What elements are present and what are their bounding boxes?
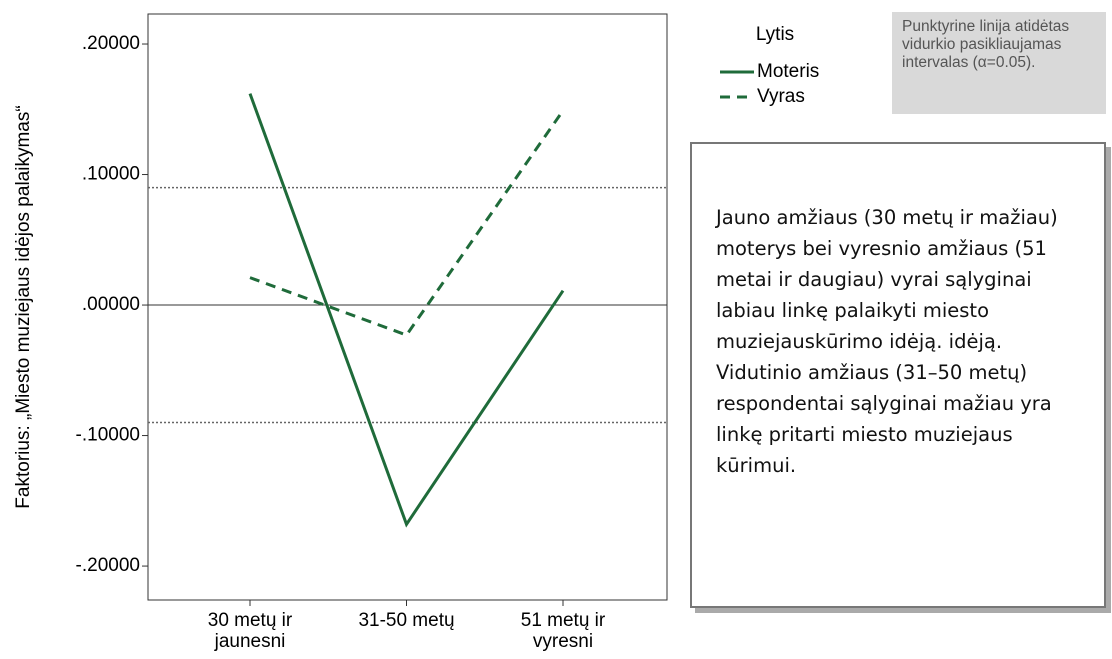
- plot-frame: [147, 13, 668, 601]
- y-tick-label: .10000: [82, 164, 140, 185]
- x-tick-label: 51 metų ir vyresni: [520, 610, 606, 652]
- x-tick-label: 30 metų ir jaunesni: [207, 610, 293, 652]
- legend-title: Lytis: [756, 24, 794, 45]
- y-tick-label: .00000: [82, 294, 140, 315]
- y-tick-label: -.20000: [76, 555, 140, 576]
- legend-label: Vyras: [757, 86, 805, 107]
- legend-label: Moteris: [757, 61, 819, 82]
- x-tick-label: 31-50 metų: [358, 610, 455, 631]
- note: Punktyrine linija atidėtas vidurkio pasi…: [892, 12, 1106, 114]
- y-tick-label: .20000: [82, 33, 140, 54]
- y-axis-label: Faktorius: „Miesto muziejaus idėjos pala…: [13, 105, 34, 508]
- series-line: [249, 109, 565, 337]
- series-line: [248, 93, 565, 528]
- annotation: Jauno amžiaus (30 metų ir mažiau) motery…: [690, 142, 1106, 608]
- y-tick-label: -.10000: [76, 425, 140, 446]
